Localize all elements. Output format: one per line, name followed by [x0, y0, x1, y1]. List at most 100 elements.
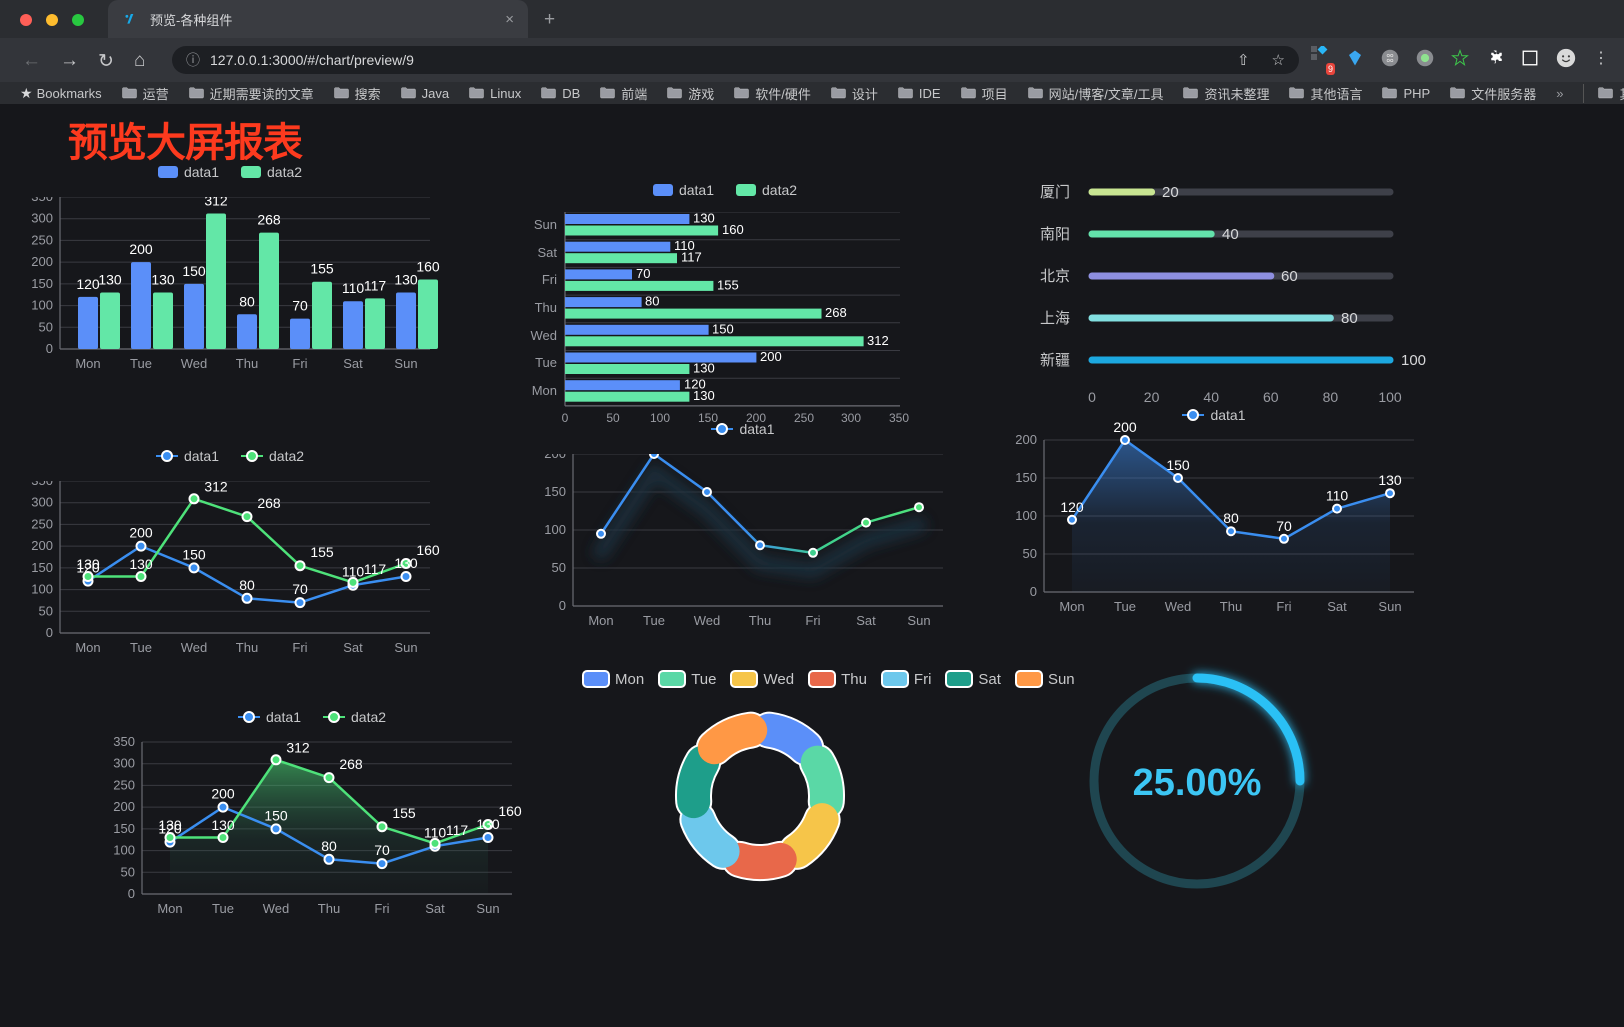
svg-text:110: 110 — [342, 280, 365, 296]
svg-text:70: 70 — [374, 842, 390, 858]
svg-text:Thu: Thu — [535, 300, 557, 315]
svg-text:155: 155 — [392, 805, 416, 821]
svg-text:110: 110 — [342, 564, 365, 580]
svg-text:Sat: Sat — [1327, 599, 1347, 614]
svg-text:Sat: Sat — [856, 613, 876, 628]
svg-text:南阳: 南阳 — [1040, 226, 1070, 243]
svg-text:Sun: Sun — [1378, 599, 1401, 614]
svg-text:Sat: Sat — [343, 356, 363, 371]
svg-text:350: 350 — [113, 734, 135, 749]
svg-text:Thu: Thu — [749, 613, 771, 628]
svg-text:130: 130 — [394, 555, 418, 571]
svg-text:130: 130 — [693, 361, 715, 376]
svg-text:Wed: Wed — [181, 640, 208, 655]
svg-text:70: 70 — [292, 581, 308, 597]
svg-text:312: 312 — [204, 197, 228, 209]
svg-text:350: 350 — [31, 481, 53, 488]
svg-text:250: 250 — [31, 516, 53, 531]
svg-text:300: 300 — [31, 211, 53, 226]
svg-text:Mon: Mon — [1059, 599, 1084, 614]
svg-text:350: 350 — [31, 197, 53, 204]
svg-text:100: 100 — [31, 582, 53, 597]
svg-text:Fri: Fri — [292, 640, 307, 655]
svg-text:268: 268 — [257, 495, 281, 511]
svg-text:155: 155 — [310, 261, 334, 277]
svg-text:北京: 北京 — [1040, 268, 1070, 285]
svg-text:150: 150 — [712, 321, 734, 336]
svg-text:70: 70 — [1276, 518, 1292, 534]
svg-text:Wed: Wed — [263, 901, 290, 916]
svg-text:200: 200 — [544, 454, 566, 461]
svg-text:268: 268 — [825, 305, 847, 320]
svg-text:100: 100 — [1378, 389, 1402, 405]
svg-text:50: 50 — [1023, 546, 1037, 561]
svg-text:117: 117 — [364, 561, 387, 577]
svg-text:Mon: Mon — [75, 640, 100, 655]
svg-text:50: 50 — [552, 560, 566, 575]
svg-text:Fri: Fri — [292, 356, 307, 371]
svg-text:Mon: Mon — [75, 356, 100, 371]
svg-text:50: 50 — [39, 319, 53, 334]
svg-text:268: 268 — [339, 756, 363, 772]
svg-text:Tue: Tue — [130, 356, 152, 371]
svg-text:155: 155 — [717, 277, 739, 292]
svg-text:50: 50 — [121, 864, 135, 879]
svg-text:Thu: Thu — [318, 901, 340, 916]
svg-text:150: 150 — [182, 263, 206, 279]
svg-text:130: 130 — [158, 817, 182, 833]
svg-text:Sun: Sun — [534, 217, 557, 232]
svg-text:Sun: Sun — [907, 613, 930, 628]
svg-text:0: 0 — [559, 598, 566, 613]
svg-text:160: 160 — [416, 259, 440, 275]
svg-text:110: 110 — [1326, 488, 1349, 504]
svg-text:0: 0 — [128, 886, 135, 901]
svg-text:80: 80 — [239, 577, 255, 593]
svg-text:250: 250 — [31, 232, 53, 247]
svg-text:250: 250 — [113, 777, 135, 792]
svg-text:160: 160 — [498, 803, 522, 819]
svg-text:Fri: Fri — [374, 901, 389, 916]
svg-text:20: 20 — [1162, 184, 1179, 201]
svg-text:130: 130 — [129, 556, 153, 572]
svg-text:Tue: Tue — [535, 355, 557, 370]
svg-text:150: 150 — [1015, 470, 1037, 485]
svg-text:Thu: Thu — [236, 640, 258, 655]
svg-text:100: 100 — [113, 843, 135, 858]
svg-text:Sat: Sat — [425, 901, 445, 916]
svg-text:100: 100 — [1401, 352, 1426, 369]
svg-text:40: 40 — [1203, 389, 1219, 405]
svg-text:268: 268 — [257, 212, 281, 228]
svg-text:130: 130 — [151, 272, 175, 288]
svg-text:Sun: Sun — [394, 356, 417, 371]
svg-text:70: 70 — [636, 266, 650, 281]
svg-text:300: 300 — [31, 495, 53, 510]
svg-text:150: 150 — [113, 821, 135, 836]
svg-text:Sat: Sat — [343, 640, 363, 655]
svg-text:155: 155 — [310, 544, 334, 560]
svg-text:60: 60 — [1281, 268, 1298, 285]
svg-text:Sun: Sun — [394, 640, 417, 655]
svg-text:新疆: 新疆 — [1040, 352, 1070, 369]
svg-text:Tue: Tue — [1114, 599, 1136, 614]
svg-text:110: 110 — [424, 825, 447, 841]
svg-text:80: 80 — [645, 294, 659, 309]
svg-text:150: 150 — [182, 546, 206, 562]
svg-text:200: 200 — [211, 786, 235, 802]
svg-text:130: 130 — [211, 817, 235, 833]
svg-text:40: 40 — [1222, 226, 1239, 243]
svg-text:Tue: Tue — [212, 901, 234, 916]
svg-text:100: 100 — [31, 298, 53, 313]
svg-text:300: 300 — [113, 756, 135, 771]
svg-text:Wed: Wed — [1165, 599, 1192, 614]
svg-text:50: 50 — [39, 603, 53, 618]
svg-text:Sun: Sun — [476, 901, 499, 916]
svg-text:200: 200 — [1015, 432, 1037, 447]
svg-text:130: 130 — [98, 272, 122, 288]
svg-text:120: 120 — [1060, 499, 1084, 515]
svg-text:Fri: Fri — [542, 272, 557, 287]
svg-text:80: 80 — [321, 838, 337, 854]
svg-text:20: 20 — [1144, 389, 1160, 405]
svg-text:200: 200 — [129, 241, 153, 257]
svg-text:Sat: Sat — [537, 245, 557, 260]
svg-text:Tue: Tue — [643, 613, 665, 628]
